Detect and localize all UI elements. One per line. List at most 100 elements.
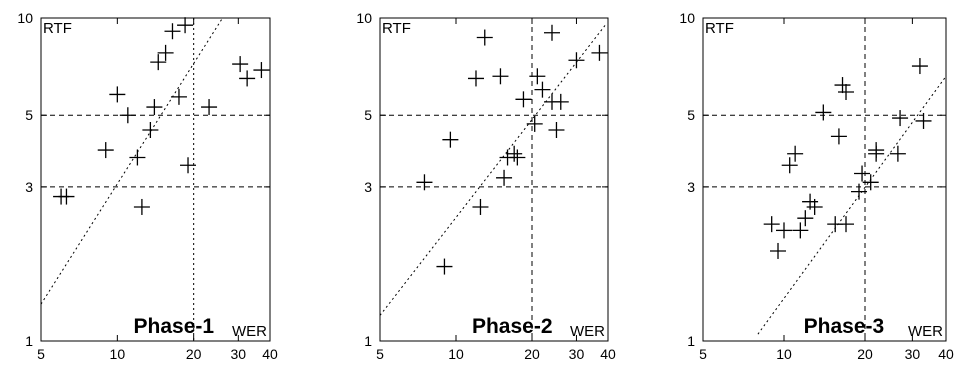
data-point [834,77,851,94]
x-tick-label: 40 [600,346,616,362]
data-point [889,145,906,162]
x-tick-label: 30 [905,346,921,362]
x-tick-label: 20 [857,346,873,362]
y-tick-label: 5 [25,107,33,123]
data-point [239,70,256,87]
x-tick-label: 30 [231,346,247,362]
plot-frame [40,17,271,342]
x-axis-label: WER [232,323,267,340]
data-point [568,52,585,69]
data-point [157,44,174,61]
x-tick-label: 40 [262,346,278,362]
x-tick-label: 10 [448,346,464,362]
data-point [776,222,792,239]
data-point [97,142,114,159]
data-point [492,68,509,85]
data-point [416,174,433,191]
plot-frame [379,17,609,342]
chart-panel-3: 5 10 20 30 40 1 3 5 10 RTF WER Phase-3 [679,10,954,362]
x-tick-label: 10 [776,346,792,362]
data-point [763,216,780,233]
x-tick-label: 5 [699,346,707,362]
data-point [177,17,194,34]
y-tick-label: 1 [687,333,695,349]
data-point [548,122,565,139]
data-point [868,142,885,159]
data-point [170,88,187,105]
data-point [534,81,551,98]
x-tick-label: 30 [569,346,585,362]
data-point [232,56,249,73]
data-point [851,183,868,200]
data-point [201,99,218,116]
data-point [129,149,146,166]
data-point [506,145,523,162]
y-tick-label: 1 [25,333,33,349]
data-point [830,128,847,145]
data-point [133,198,150,215]
y-tick-label: 10 [356,10,372,26]
x-tick-label: 20 [524,346,540,362]
y-tick-label: 1 [364,333,372,349]
x-tick-label: 5 [376,346,384,362]
data-point [109,86,126,103]
data-point [854,165,871,182]
data-point [515,91,532,108]
trend-diagonal-line [41,18,223,305]
x-tick-label: 20 [186,346,202,362]
trend-diagonal-line [380,24,606,316]
y-axis-label: RTF [43,20,72,37]
y-tick-label: 3 [364,179,372,195]
data-point [838,216,855,233]
y-tick-label: 3 [25,179,33,195]
x-axis-label: WER [908,323,943,340]
data-point [253,62,270,79]
y-tick-label: 10 [679,10,695,26]
data-point [526,115,543,132]
data-point [164,23,181,40]
data-point [806,198,823,215]
data-point [529,68,546,85]
data-point [797,210,814,227]
data-point [543,24,560,41]
y-tick-label: 10 [17,10,33,26]
x-tick-label: 10 [110,346,126,362]
y-tick-label: 5 [364,107,372,123]
data-point [146,99,163,116]
data-point [436,258,453,275]
chart-panel-2: 5 10 20 30 40 1 3 5 10 RTF WER Phase-2 [356,10,616,362]
data-point [862,174,879,191]
data-point [552,93,569,110]
panel-title: Phase-1 [134,315,215,338]
data-point [442,131,459,148]
y-axis-label: RTF [382,20,411,37]
data-point [467,70,484,87]
chart-panel-1: 5 10 20 30 40 1 3 5 10 RTF WER Phase-1 [17,10,278,362]
y-axis-label: RTF [705,20,734,37]
data-point [792,222,809,239]
data-point [58,188,75,205]
x-axis-label: WER [570,323,605,340]
data-point [815,104,832,121]
trend-diagonal-line [757,75,946,335]
data-point [911,58,928,75]
data-point [496,169,513,186]
data-point [150,54,167,71]
data-point [472,198,489,215]
data-point [591,44,608,61]
data-point [915,112,932,129]
data-point [838,84,855,101]
data-point [892,110,909,127]
panel-title: Phase-3 [804,315,885,338]
data-point [787,145,804,162]
data-point [781,157,798,174]
plot-frame [702,17,947,342]
panel-title: Phase-2 [472,315,553,338]
data-point [476,29,493,46]
y-tick-label: 3 [687,179,695,195]
data-point [180,157,197,174]
data-point [119,107,136,124]
y-tick-label: 5 [687,107,695,123]
x-tick-label: 5 [37,346,45,362]
